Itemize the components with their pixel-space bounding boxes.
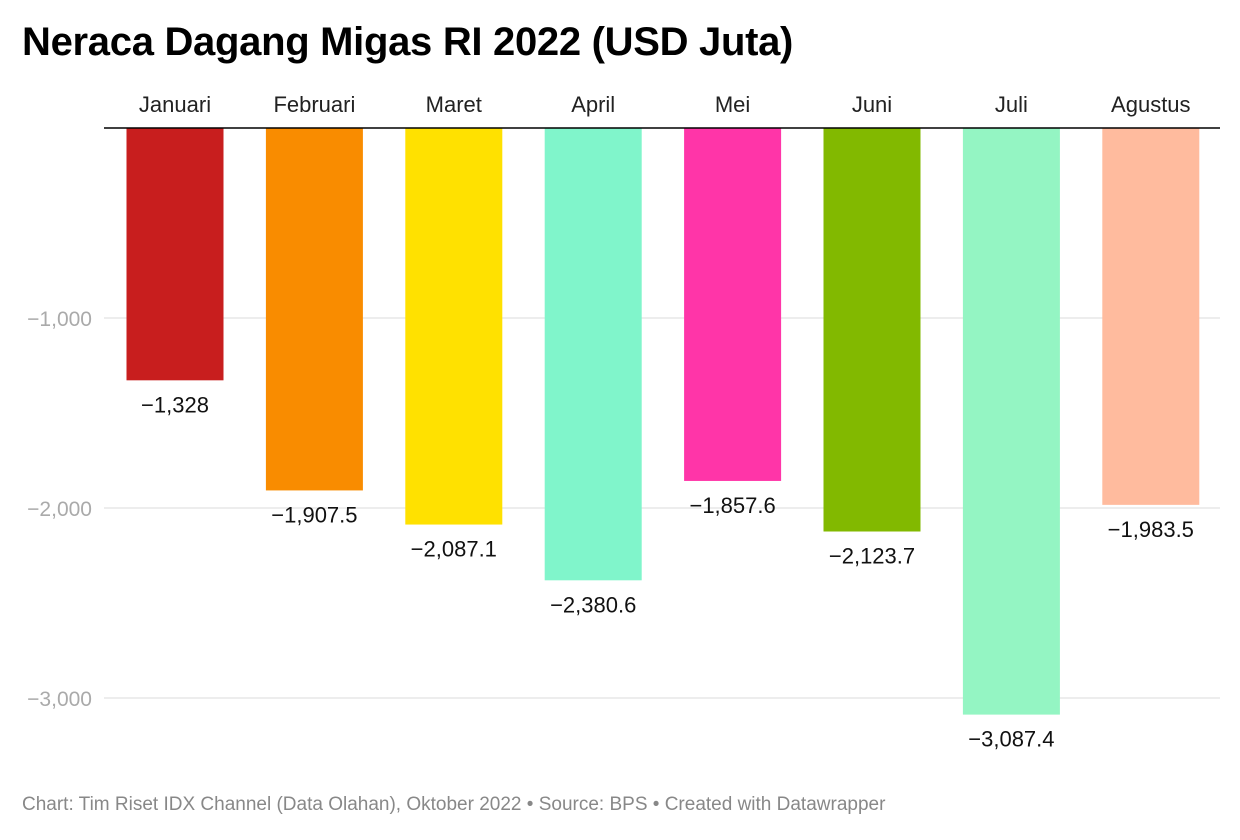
- value-label: −1,857.6: [689, 493, 775, 518]
- category-label: Juni: [852, 92, 892, 117]
- value-labels: −1,328 −1,907.5 −2,087.1 −2,380.6 −1,857.6 −2…: [141, 392, 1194, 751]
- category-label: Juli: [995, 92, 1028, 117]
- bar: [1102, 128, 1200, 505]
- value-label: −1,328: [141, 392, 209, 417]
- value-label: −2,123.7: [829, 544, 915, 569]
- category-label: Februari: [273, 92, 355, 117]
- category-label: April: [571, 92, 615, 117]
- value-label: −2,380.6: [550, 592, 636, 617]
- category-label: Maret: [426, 92, 482, 117]
- y-tick-label: −3,000: [27, 688, 92, 711]
- bar: [684, 128, 782, 481]
- bar: [265, 128, 363, 491]
- value-label: −1,907.5: [271, 502, 357, 527]
- chart-title: Neraca Dagang Migas RI 2022 (USD Juta): [22, 20, 794, 64]
- bar: [405, 128, 503, 525]
- category-label: Mei: [715, 92, 750, 117]
- bar: [962, 128, 1060, 715]
- y-tick-label: −2,000: [27, 498, 92, 521]
- chart-footer: Chart: Tim Riset IDX Channel (Data Olaha…: [22, 794, 886, 815]
- bar: [544, 128, 642, 581]
- category-label: Januari: [139, 92, 211, 117]
- value-label: −2,087.1: [411, 537, 497, 562]
- bar: [126, 128, 224, 381]
- y-tick-label: −1,000: [27, 308, 92, 331]
- value-label: −3,087.4: [968, 727, 1054, 752]
- value-label: −1,983.5: [1108, 517, 1194, 542]
- category-label: Agustus: [1111, 92, 1191, 117]
- category-labels: Januari Februari Maret April Mei Juni Juli Agus…: [139, 92, 1191, 117]
- bar: [823, 128, 921, 532]
- bars: [126, 128, 1200, 715]
